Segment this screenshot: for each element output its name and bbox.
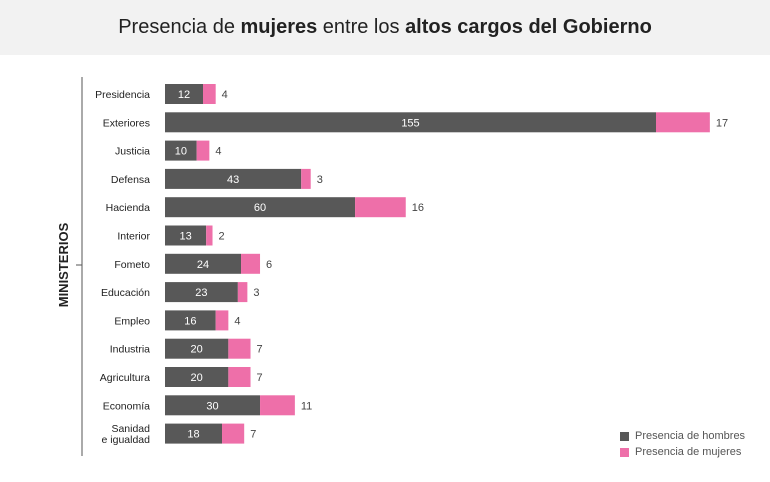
- bar-mujeres: [228, 367, 251, 387]
- category-label: Presidencia: [95, 89, 150, 101]
- data-label-hombres: 43: [227, 174, 239, 186]
- bar-hombres: [165, 197, 356, 218]
- category-label: Educación: [101, 287, 150, 299]
- data-label-hombres: 60: [254, 202, 266, 214]
- bar-mujeres: [237, 282, 248, 303]
- bar-mujeres: [228, 338, 251, 359]
- bar-mujeres: [656, 112, 710, 133]
- data-label-hombres: 18: [187, 429, 199, 441]
- bar-hombres: [165, 310, 216, 331]
- title-part: Presencia de: [118, 16, 241, 38]
- bar-hombres: [165, 282, 238, 303]
- bar-mujeres: [241, 253, 261, 274]
- category-label: Exteriores: [103, 117, 150, 129]
- legend-item-hombres: Presencia de hombres: [620, 430, 745, 442]
- bar-hombres: [165, 338, 229, 359]
- bar-hombres: [165, 395, 261, 416]
- category-label: Justicia: [115, 146, 150, 158]
- category-label: Economía: [103, 400, 150, 412]
- data-label-mujeres: 3: [317, 174, 323, 186]
- legend-swatch: [620, 447, 629, 457]
- data-label-mujeres: 3: [253, 287, 259, 299]
- data-label-hombres: 16: [184, 315, 196, 327]
- bar-hombres: [165, 225, 207, 246]
- bar-mujeres: [222, 423, 245, 444]
- data-label-mujeres: 7: [257, 372, 263, 384]
- bar-hombres: [165, 140, 197, 161]
- bar-mujeres: [203, 84, 216, 104]
- category-label: Defensa: [111, 174, 150, 186]
- bar-mujeres: [196, 140, 210, 161]
- legend-swatch: [620, 431, 629, 441]
- bar-hombres: [165, 84, 204, 104]
- category-label: Fometo: [114, 259, 150, 271]
- chart-title: Presencia de mujeres entre los altos car…: [0, 0, 770, 55]
- data-label-mujeres: 4: [222, 89, 228, 101]
- category-label: Empleo: [114, 315, 150, 327]
- category-label: Hacienda: [106, 202, 151, 214]
- data-label-hombres: 13: [179, 231, 191, 243]
- bar-mujeres: [260, 395, 295, 416]
- data-label-hombres: 20: [191, 344, 203, 356]
- bar-hombres: [165, 367, 229, 387]
- bar-mujeres: [215, 310, 229, 331]
- data-label-hombres: 23: [195, 287, 207, 299]
- data-label-mujeres: 2: [219, 231, 225, 243]
- data-label-hombres: 20: [191, 372, 203, 384]
- data-label-mujeres: 4: [215, 146, 221, 158]
- bar-mujeres: [301, 168, 311, 189]
- data-label-hombres: 10: [175, 146, 187, 158]
- data-label-hombres: 30: [206, 400, 218, 412]
- data-label-hombres: 155: [401, 117, 419, 129]
- category-label: Interior: [117, 231, 150, 243]
- data-label-mujeres: 11: [301, 400, 312, 412]
- data-label-hombres: 24: [197, 259, 209, 271]
- data-label-mujeres: 16: [412, 202, 424, 214]
- legend-item-mujeres: Presencia de mujeres: [620, 446, 741, 458]
- bar-hombres: [165, 168, 302, 189]
- data-label-mujeres: 4: [234, 315, 240, 327]
- bar-hombres: [165, 253, 242, 274]
- data-label-mujeres: 17: [716, 117, 728, 129]
- category-label: Sanidad: [111, 423, 150, 435]
- title-part: entre los: [317, 16, 406, 38]
- legend-label: Presencia de mujeres: [635, 446, 742, 458]
- category-label: e igualdad: [102, 434, 151, 446]
- bar-hombres: [165, 112, 656, 133]
- data-label-mujeres: 7: [250, 429, 256, 441]
- data-label-mujeres: 6: [266, 259, 272, 271]
- y-axis-label: MINISTERIOS: [56, 222, 71, 307]
- category-label: Agricultura: [100, 372, 150, 384]
- title-part: altos cargos del Gobierno: [405, 16, 652, 38]
- data-label-hombres: 12: [178, 89, 190, 101]
- bar-mujeres: [206, 225, 213, 246]
- category-label: Industria: [110, 344, 150, 356]
- data-label-mujeres: 7: [257, 344, 263, 356]
- legend-label: Presencia de hombres: [635, 430, 746, 442]
- title-part: mujeres: [240, 16, 318, 38]
- bar-mujeres: [355, 197, 406, 218]
- bar-hombres: [165, 423, 223, 444]
